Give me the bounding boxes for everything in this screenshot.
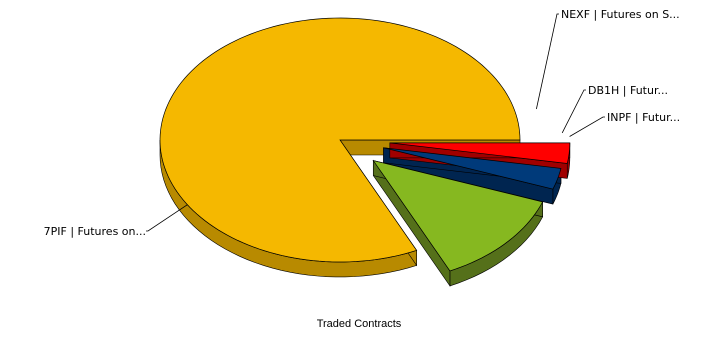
slice-leader-line-3	[569, 116, 605, 137]
slice-label-1: NEXF | Futures on S...	[561, 8, 680, 21]
pie-slice-1	[372, 159, 544, 272]
pie-slice-0	[159, 17, 521, 263]
pie-slice-3	[389, 142, 571, 164]
chart-title: Traded Contracts	[316, 318, 402, 330]
slice-leader-line-0	[146, 204, 188, 232]
slice-leader-line-2	[561, 89, 586, 134]
slice-label-0: 7PIF | Futures on...	[44, 225, 146, 238]
slice-label-3: INPF | Futur...	[607, 111, 680, 124]
slice-leader-line-1	[536, 13, 559, 110]
pie-slice-2	[383, 147, 562, 190]
slice-label-2: DB1H | Futur...	[588, 84, 668, 97]
